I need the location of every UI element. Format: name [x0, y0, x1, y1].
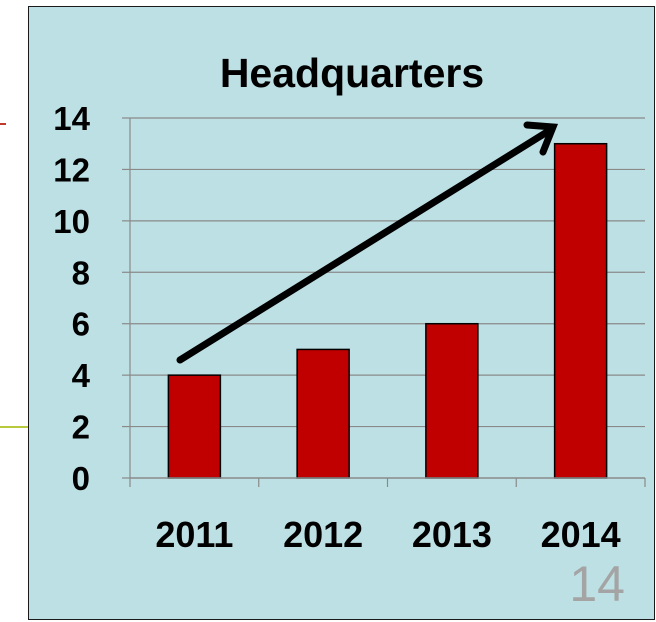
- x-category-label: 2014: [541, 514, 621, 555]
- x-category-label: 2012: [283, 514, 363, 555]
- x-category-label: 2013: [412, 514, 492, 555]
- chart-title: Headquarters: [220, 50, 484, 96]
- bars: [167, 142, 608, 479]
- y-tick-label: 6: [72, 306, 90, 343]
- y-tick-label: 14: [53, 100, 90, 137]
- y-tick-label: 2: [72, 409, 90, 446]
- y-tick-label: 8: [72, 254, 90, 291]
- bar: [296, 348, 350, 479]
- x-axis: [129, 118, 646, 487]
- x-axis-categories: 2011 2012 2013 2014: [155, 514, 620, 555]
- y-tick-label: 4: [72, 357, 91, 394]
- y-tick-label: 10: [53, 203, 90, 240]
- y-tick-label: 0: [72, 460, 90, 497]
- trend-arrow: [176, 121, 559, 364]
- trend-arrow-line: [176, 128, 551, 364]
- bar: [167, 374, 222, 479]
- y-axis-ticks: 0 2 4 6 8 10 12 14: [53, 100, 90, 497]
- x-category-label: 2011: [155, 514, 233, 555]
- trend-arrow-head: [523, 121, 559, 156]
- chart-panel: [28, 6, 655, 620]
- y-tick-label: 12: [53, 151, 90, 188]
- bar: [553, 142, 608, 479]
- page-number: 14: [569, 556, 625, 612]
- bar: [425, 322, 479, 479]
